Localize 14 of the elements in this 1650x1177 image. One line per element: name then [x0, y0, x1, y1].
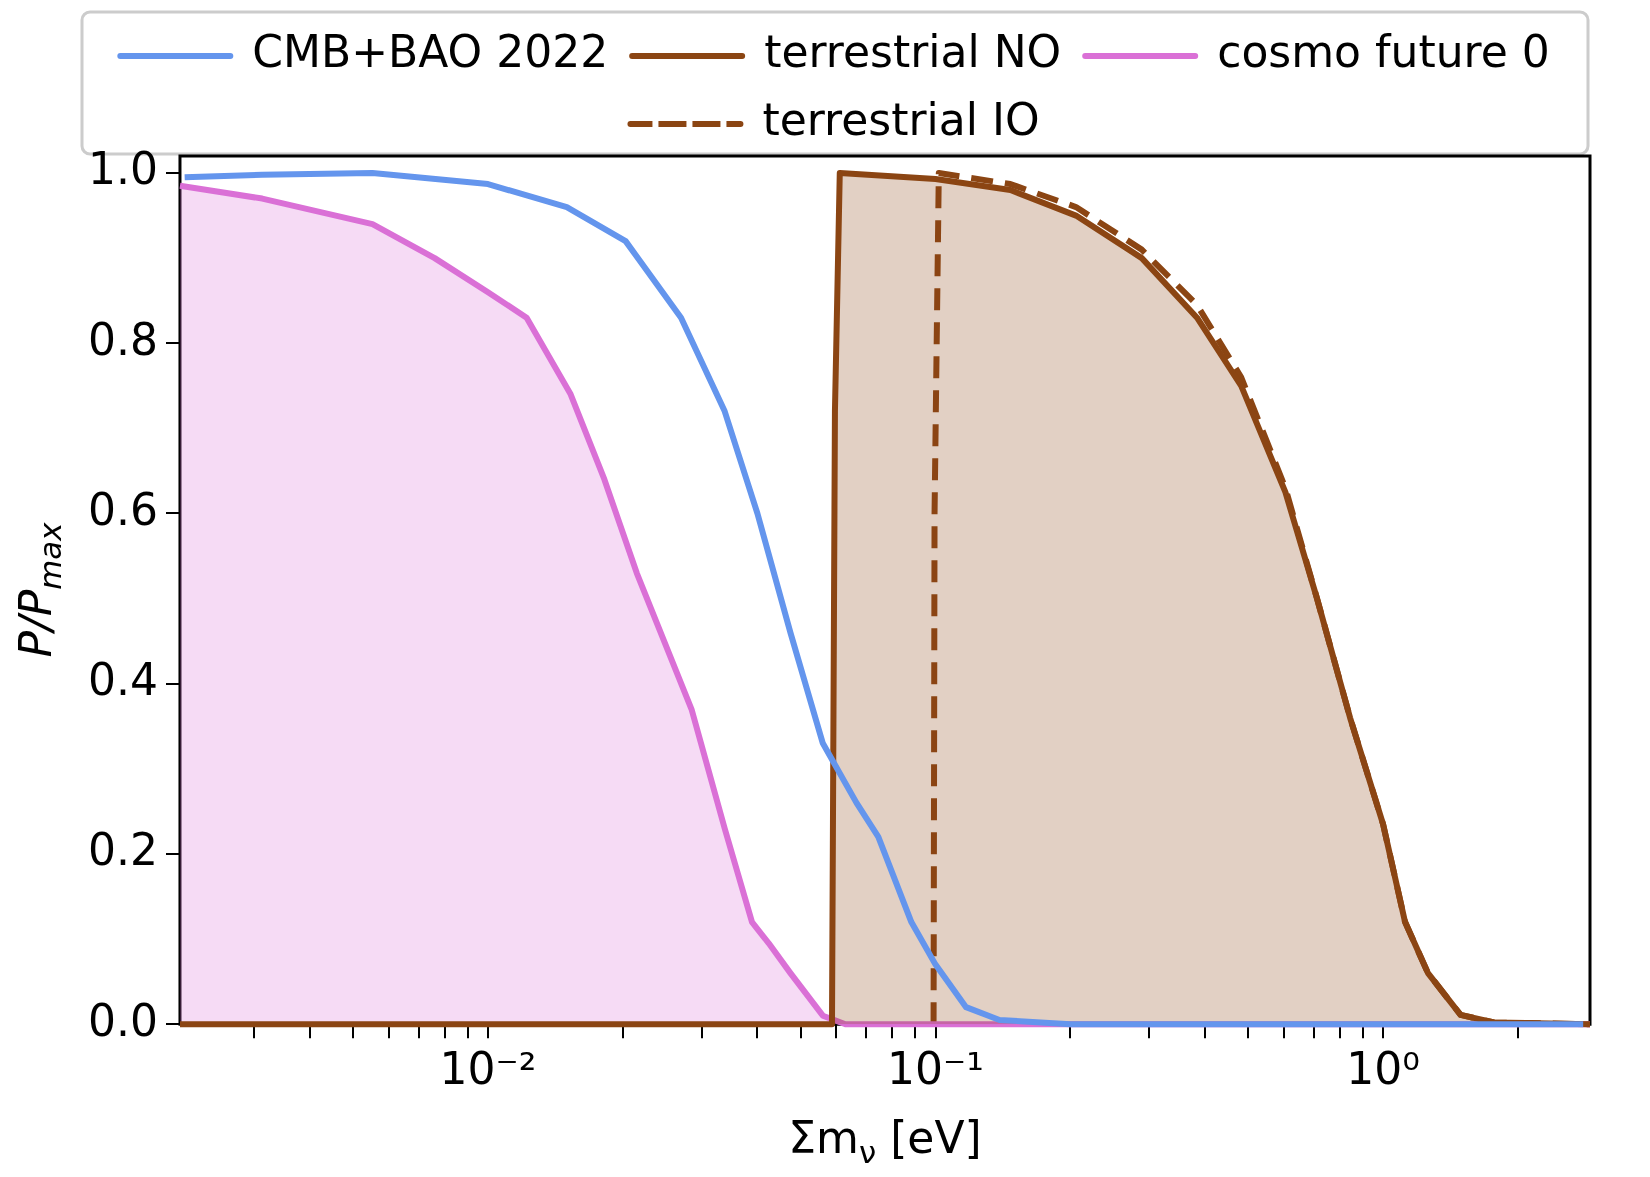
y-tick-label: 0.6	[87, 483, 158, 535]
legend-label: terrestrial IO	[762, 94, 1040, 146]
x-tick-label: 10⁻¹	[887, 1043, 984, 1095]
y-tick-label: 1.0	[87, 143, 158, 195]
x-tick-label: 10⁰	[1346, 1043, 1420, 1095]
legend-label: cosmo future 0	[1217, 26, 1550, 78]
x-tick-label: 10⁻²	[439, 1043, 537, 1095]
y-axis-title: P/Pmax	[10, 521, 69, 658]
y-tick-label: 0.2	[87, 824, 158, 876]
legend-label: CMB+BAO 2022	[252, 26, 609, 78]
y-tick-label: 0.0	[87, 994, 158, 1046]
y-tick-label: 0.4	[87, 654, 158, 706]
legend-label: terrestrial NO	[764, 26, 1062, 78]
y-tick-label: 0.8	[87, 313, 158, 365]
